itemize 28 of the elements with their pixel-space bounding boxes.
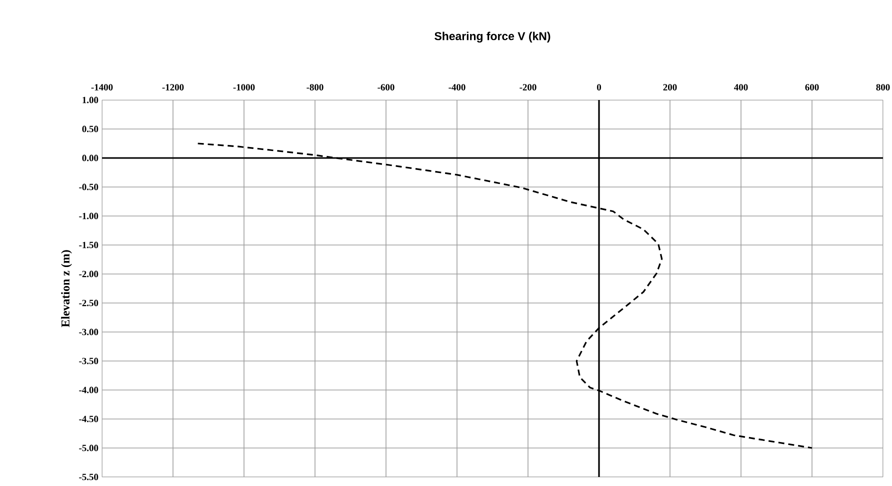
- y-tick-label: -2.50: [79, 300, 98, 306]
- x-tick-label: -1000: [233, 84, 255, 90]
- y-tick-label: -3.00: [79, 328, 98, 336]
- x-tick-label: -1200: [162, 84, 184, 90]
- x-tick-label: -400: [448, 84, 466, 90]
- y-tick-label: -1.00: [79, 212, 98, 220]
- y-tick-label: -5.00: [79, 444, 98, 452]
- y-axis-title: Elevation z (m): [61, 250, 72, 328]
- y-tick-label: -3.50: [79, 358, 98, 364]
- x-tick-label: 600: [805, 84, 819, 90]
- x-tick-label: 200: [663, 84, 677, 90]
- x-tick-label: 400: [734, 84, 748, 90]
- y-tick-label: -4.00: [79, 386, 98, 394]
- y-tick-label: -4.50: [79, 416, 98, 422]
- y-tick-label: -5.50: [79, 474, 98, 480]
- y-tick-label: -2.00: [79, 270, 98, 278]
- x-tick-label: -1400: [91, 84, 113, 90]
- chart-title: Shearing force V (kN): [434, 32, 550, 42]
- y-tick-label: 0.50: [82, 126, 98, 132]
- y-tick-label: 0.00: [82, 154, 98, 162]
- x-tick-label: 0: [597, 84, 602, 90]
- x-tick-label: 800: [876, 84, 890, 90]
- y-tick-label: -1.50: [79, 242, 98, 248]
- y-tick-label: 1.00: [82, 96, 98, 104]
- x-tick-label: -600: [378, 84, 394, 90]
- x-tick-label: -800: [306, 84, 324, 90]
- x-tick-label: -200: [520, 84, 536, 90]
- y-tick-label: -0.50: [79, 184, 98, 190]
